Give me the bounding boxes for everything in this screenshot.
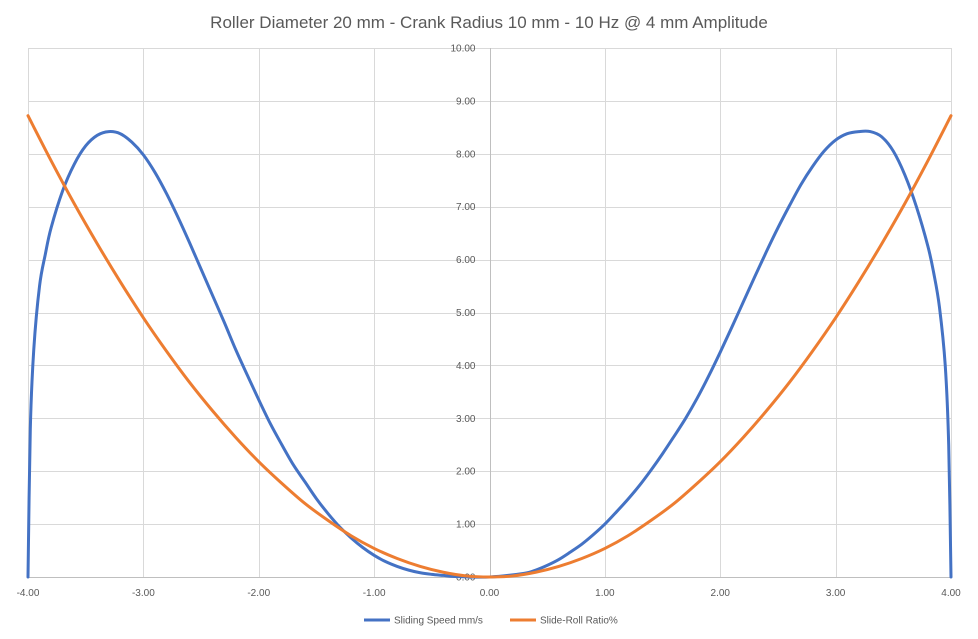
legend-label-slide-roll-ratio: Slide-Roll Ratio% <box>540 616 618 627</box>
y-tick-label: 4.00 <box>456 361 476 372</box>
y-tick-label: 1.00 <box>456 520 476 531</box>
legend-label-sliding-speed-mm-s: Sliding Speed mm/s <box>394 616 483 627</box>
y-tick-label: 7.00 <box>456 202 476 213</box>
y-tick-label: 9.00 <box>456 96 476 107</box>
x-axis-tick-labels: -4.00 -3.00 -2.00 -1.00 0.00 1.00 2.00 3.00 4.00 <box>17 588 962 599</box>
x-tick-label: -1.00 <box>363 588 386 599</box>
series-line-sliding-speed-mm-s <box>26 129 953 579</box>
x-tick-label: 3.00 <box>826 588 846 599</box>
chart-title: Roller Diameter 20 mm - Crank Radius 10 … <box>210 13 768 32</box>
x-tick-label: 2.00 <box>711 588 731 599</box>
y-tick-label: 6.00 <box>456 255 476 266</box>
y-tick-label: 3.00 <box>456 414 476 425</box>
series-lines <box>26 114 953 579</box>
y-tick-label: 10.00 <box>450 44 475 55</box>
y-tick-label: 2.00 <box>456 467 476 478</box>
legend: Sliding Speed mm/s Slide-Roll Ratio% <box>364 616 618 627</box>
series-line-slide-roll-ratio <box>26 114 953 579</box>
x-tick-label: -2.00 <box>247 588 270 599</box>
x-tick-label: 1.00 <box>595 588 615 599</box>
x-tick-label: 4.00 <box>941 588 961 599</box>
x-tick-label: -3.00 <box>132 588 155 599</box>
x-tick-label: 0.00 <box>480 588 500 599</box>
gridlines <box>28 48 952 578</box>
y-tick-label: 8.00 <box>456 149 476 160</box>
x-tick-label: -4.00 <box>17 588 40 599</box>
y-tick-label: 5.00 <box>456 308 476 319</box>
